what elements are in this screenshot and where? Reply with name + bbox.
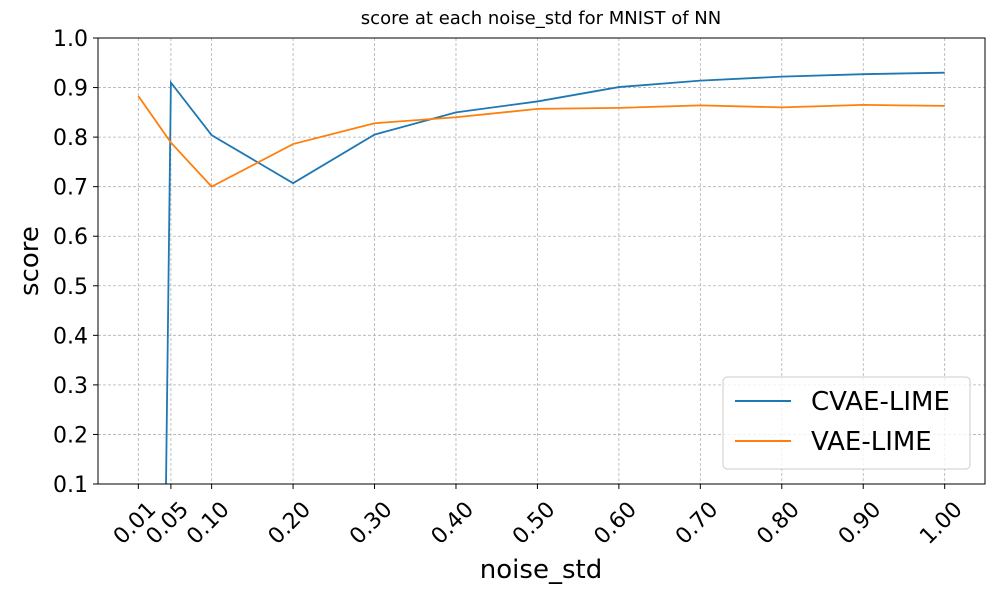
- y-tick-label: 0.4: [53, 324, 88, 349]
- chart-title: score at each noise_std for MNIST of NN: [361, 8, 721, 29]
- plot-area: [137, 71, 945, 484]
- y-tick-label: 0.6: [53, 225, 88, 250]
- x-tick-label: 0.10: [182, 497, 234, 549]
- x-axis-label: noise_std: [480, 555, 602, 585]
- y-tick-label: 0.1: [53, 473, 88, 498]
- x-tick-label: 0.20: [264, 497, 316, 549]
- x-tick-label: 0.70: [671, 497, 723, 549]
- y-tick-label: 0.8: [53, 126, 88, 151]
- y-tick-label: 1.0: [53, 27, 88, 52]
- y-tick-label: 0.7: [53, 176, 88, 201]
- x-tick-label: 0.60: [590, 497, 642, 549]
- y-tick-label: 0.2: [53, 423, 88, 448]
- x-tick-label: 0.80: [752, 497, 804, 549]
- y-tick-label: 0.9: [53, 77, 88, 102]
- data-line: [137, 95, 945, 188]
- y-axis-label: score: [15, 226, 45, 296]
- x-tick-label: 0.50: [508, 497, 560, 549]
- x-tick-label: 1.00: [915, 497, 967, 549]
- x-tick-label: 0.40: [427, 497, 479, 549]
- legend-label: VAE-LIME: [811, 427, 932, 457]
- legend-label: CVAE-LIME: [811, 387, 950, 417]
- x-tick-label: 0.30: [345, 497, 397, 549]
- x-tick-label: 0.90: [834, 497, 886, 549]
- y-tick-label: 0.5: [53, 275, 88, 300]
- data-line: [165, 71, 945, 484]
- y-tick-label: 0.3: [53, 374, 88, 399]
- legend: CVAE-LIME VAE-LIME: [722, 376, 971, 470]
- axes-frame: [97, 37, 986, 485]
